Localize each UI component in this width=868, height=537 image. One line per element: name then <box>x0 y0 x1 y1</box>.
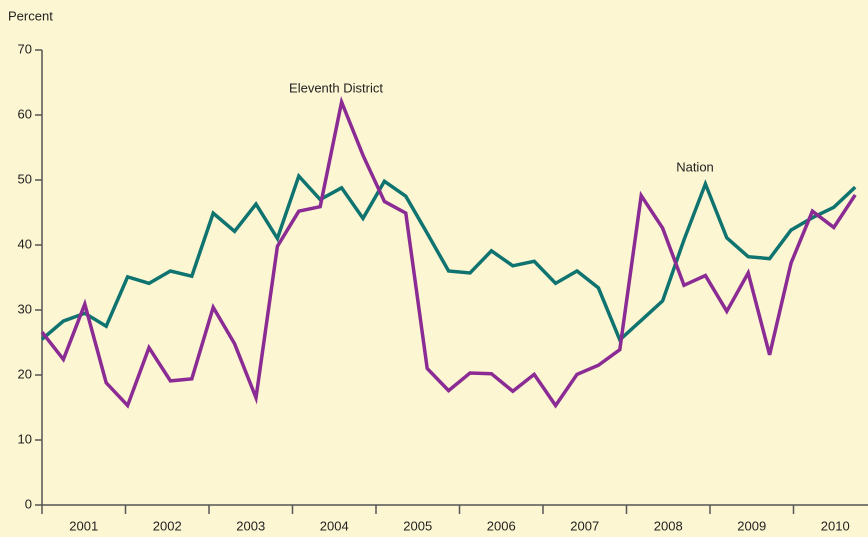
x-tick-label: 2002 <box>153 518 182 533</box>
y-tick-label: 30 <box>18 301 32 316</box>
y-tick-label: 0 <box>25 496 32 511</box>
y-tick-label: 70 <box>18 41 32 56</box>
y-tick-label: 60 <box>18 106 32 121</box>
x-tick-label: 2003 <box>236 518 265 533</box>
x-tick-label: 2009 <box>737 518 766 533</box>
annotation: Nation <box>676 159 714 174</box>
annotation: Eleventh District <box>289 80 383 95</box>
x-tick-label: 2006 <box>487 518 516 533</box>
data-line <box>40 95 857 409</box>
x-tick-label: 2004 <box>320 518 349 533</box>
x-tick-label: 2010 <box>821 518 850 533</box>
y-axis-label: Percent <box>8 8 53 23</box>
y-tick-label: 40 <box>18 236 32 251</box>
data-line <box>40 172 857 343</box>
x-tick-label: 2005 <box>403 518 432 533</box>
x-tick-label: 2008 <box>654 518 683 533</box>
y-tick-label: 50 <box>18 171 32 186</box>
y-tick-label: 20 <box>18 366 32 381</box>
x-tick-label: 2007 <box>570 518 599 533</box>
x-tick-label: 2001 <box>69 518 98 533</box>
y-tick-label: 10 <box>18 431 32 446</box>
